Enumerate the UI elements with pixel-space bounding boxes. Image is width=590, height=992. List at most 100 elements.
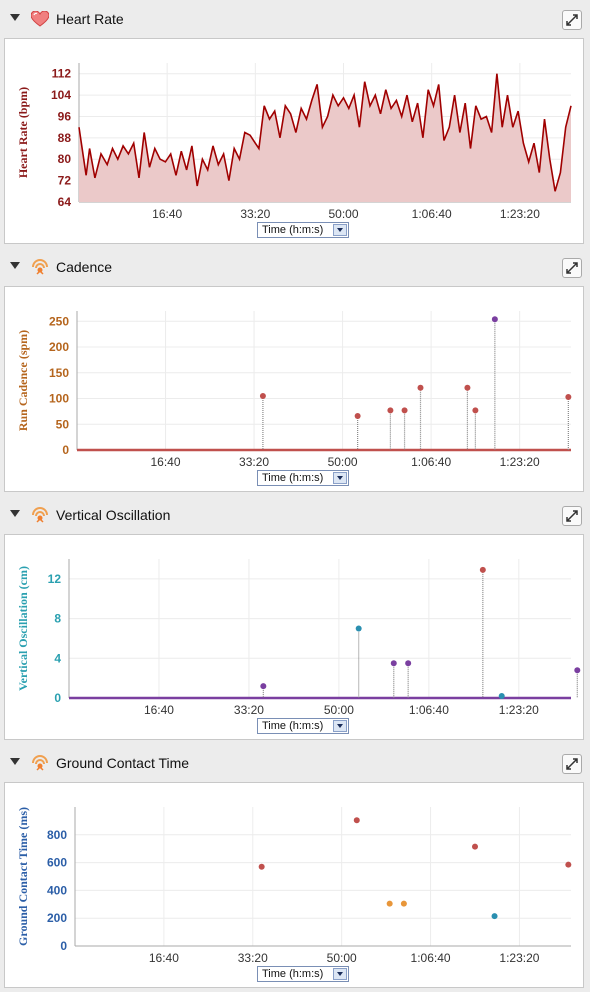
y-tick-label: 88 [58,131,72,145]
x-tick-label: 1:23:20 [499,951,539,965]
x-tick-label: 1:23:20 [499,703,539,717]
panel-title: Vertical Oscillation [56,507,171,523]
ground-contact-time-plot: 0 200 400 600 800 16:40 33:20 50:00 1:06:40 1:23:… [16,807,572,965]
data-point [354,413,361,420]
data-point [260,683,267,690]
x-axis-select-label: Time (h:m:s) [262,472,324,484]
collapse-arrow-icon[interactable] [10,262,20,269]
chevron-down-icon [333,224,347,236]
data-point [400,900,407,907]
x-axis-select[interactable]: Time (h:m:s) [257,470,349,486]
y-tick-label: 96 [58,109,72,123]
data-point [491,316,498,323]
panel-header: Cadence [0,248,590,286]
expand-icon [566,262,578,274]
x-tick-label: 50:00 [324,703,354,717]
x-tick-label: 33:20 [238,951,268,965]
heart-rate-chart: 64 72 80 88 96 104 112 16:40 33:20 50:00 1:06:40 1:… [4,38,584,244]
data-point [405,660,412,667]
x-axis-select[interactable]: Time (h:m:s) [257,718,349,734]
ground-contact-time-chart: 0 200 400 600 800 16:40 33:20 50:00 1:06:40 1:23:… [4,782,584,988]
y-tick-label: 250 [49,314,69,328]
x-tick-label: 50:00 [328,455,358,469]
y-tick-label: 80 [58,152,72,166]
vertical-oscillation-plot: 0 4 8 12 16:40 33:20 50:00 1:06:40 1:23:20 Vertic… [16,559,581,717]
y-tick-label: 8 [54,612,61,626]
expand-icon [566,758,578,770]
y-axis-label: Heart Rate (bpm) [16,87,30,178]
y-tick-label: 400 [47,883,67,897]
y-tick-label: 0 [60,939,67,953]
ground-contact-time-panel: Ground Contact Time 0 200 400 600 800 16:40 33… [0,744,590,992]
data-point [401,407,408,414]
panel-header: Heart Rate [0,0,590,38]
y-tick-label: 72 [58,174,72,188]
expand-icon [566,14,578,26]
chevron-down-icon [333,968,347,980]
data-point [386,900,393,907]
data-point [565,861,572,868]
heart-rate-area [79,73,571,202]
heart-rate-line [78,73,572,192]
collapse-arrow-icon[interactable] [10,510,20,517]
cadence-plot: 0 50 100 150 200 250 16:40 33:20 50:00 1:06:40 1:2… [16,311,572,469]
data-point [259,392,266,399]
x-axis-select-label: Time (h:m:s) [262,720,324,732]
running-sensor-icon [32,507,48,523]
x-tick-label: 16:40 [149,951,179,965]
y-tick-label: 4 [54,651,61,665]
collapse-arrow-icon[interactable] [10,758,20,765]
data-point [417,384,424,391]
data-point [353,817,360,824]
heart-rate-plot: 64 72 80 88 96 104 112 16:40 33:20 50:00 1:06:40 1:… [16,63,572,221]
panel-title: Cadence [56,259,113,275]
data-point [387,407,394,414]
x-tick-label: 33:20 [234,703,264,717]
y-tick-label: 600 [47,856,67,870]
expand-icon [566,510,578,522]
x-tick-label: 50:00 [329,207,359,221]
y-tick-label: 800 [47,828,67,842]
data-point [390,660,397,667]
chevron-down-icon [333,720,347,732]
collapse-arrow-icon[interactable] [10,14,20,21]
expand-button[interactable] [562,10,582,30]
x-tick-label: 33:20 [239,455,269,469]
running-sensor-icon [32,755,48,771]
x-tick-label: 1:06:40 [412,207,452,221]
data-point [479,566,486,573]
cadence-chart: 0 50 100 150 200 250 16:40 33:20 50:00 1:06:40 1:2… [4,286,584,492]
y-tick-label: 50 [56,417,70,431]
data-point [464,384,471,391]
cadence-panel: Cadence 0 50 100 150 200 250 16:40 33:20 50:00 1:… [0,248,590,496]
heart-rate-panel: Heart Rate 64 72 80 88 96 104 112 16:40 33:20 50:… [0,0,590,248]
y-axis-label: Vertical Oscillation (cm) [16,566,30,691]
y-tick-label: 200 [47,911,67,925]
data-point [472,407,479,414]
panel-header: Ground Contact Time [0,744,590,782]
y-tick-label: 64 [58,195,72,209]
y-tick-label: 104 [51,88,71,102]
data-point [258,863,265,870]
x-axis-select[interactable]: Time (h:m:s) [257,222,349,238]
data-point [565,393,572,400]
y-tick-label: 0 [62,443,69,457]
y-tick-label: 0 [54,691,61,705]
x-tick-label: 1:23:20 [500,207,540,221]
heart-icon [31,11,49,27]
panel-title: Heart Rate [56,11,124,27]
vertical-oscillation-panel: Vertical Oscillation 0 4 8 12 16:40 33:20 50:0… [0,496,590,744]
chevron-down-icon [333,472,347,484]
x-tick-label: 33:20 [240,207,270,221]
x-tick-label: 1:06:40 [409,703,449,717]
expand-button[interactable] [562,506,582,526]
x-tick-label: 16:40 [144,703,174,717]
x-tick-label: 16:40 [151,455,181,469]
expand-button[interactable] [562,754,582,774]
x-axis-select[interactable]: Time (h:m:s) [257,966,349,982]
data-point [472,843,478,850]
vertical-oscillation-chart: 0 4 8 12 16:40 33:20 50:00 1:06:40 1:23:20 Vertic… [4,534,584,740]
y-tick-label: 112 [52,67,72,81]
expand-button[interactable] [562,258,582,278]
x-tick-label: 50:00 [327,951,357,965]
